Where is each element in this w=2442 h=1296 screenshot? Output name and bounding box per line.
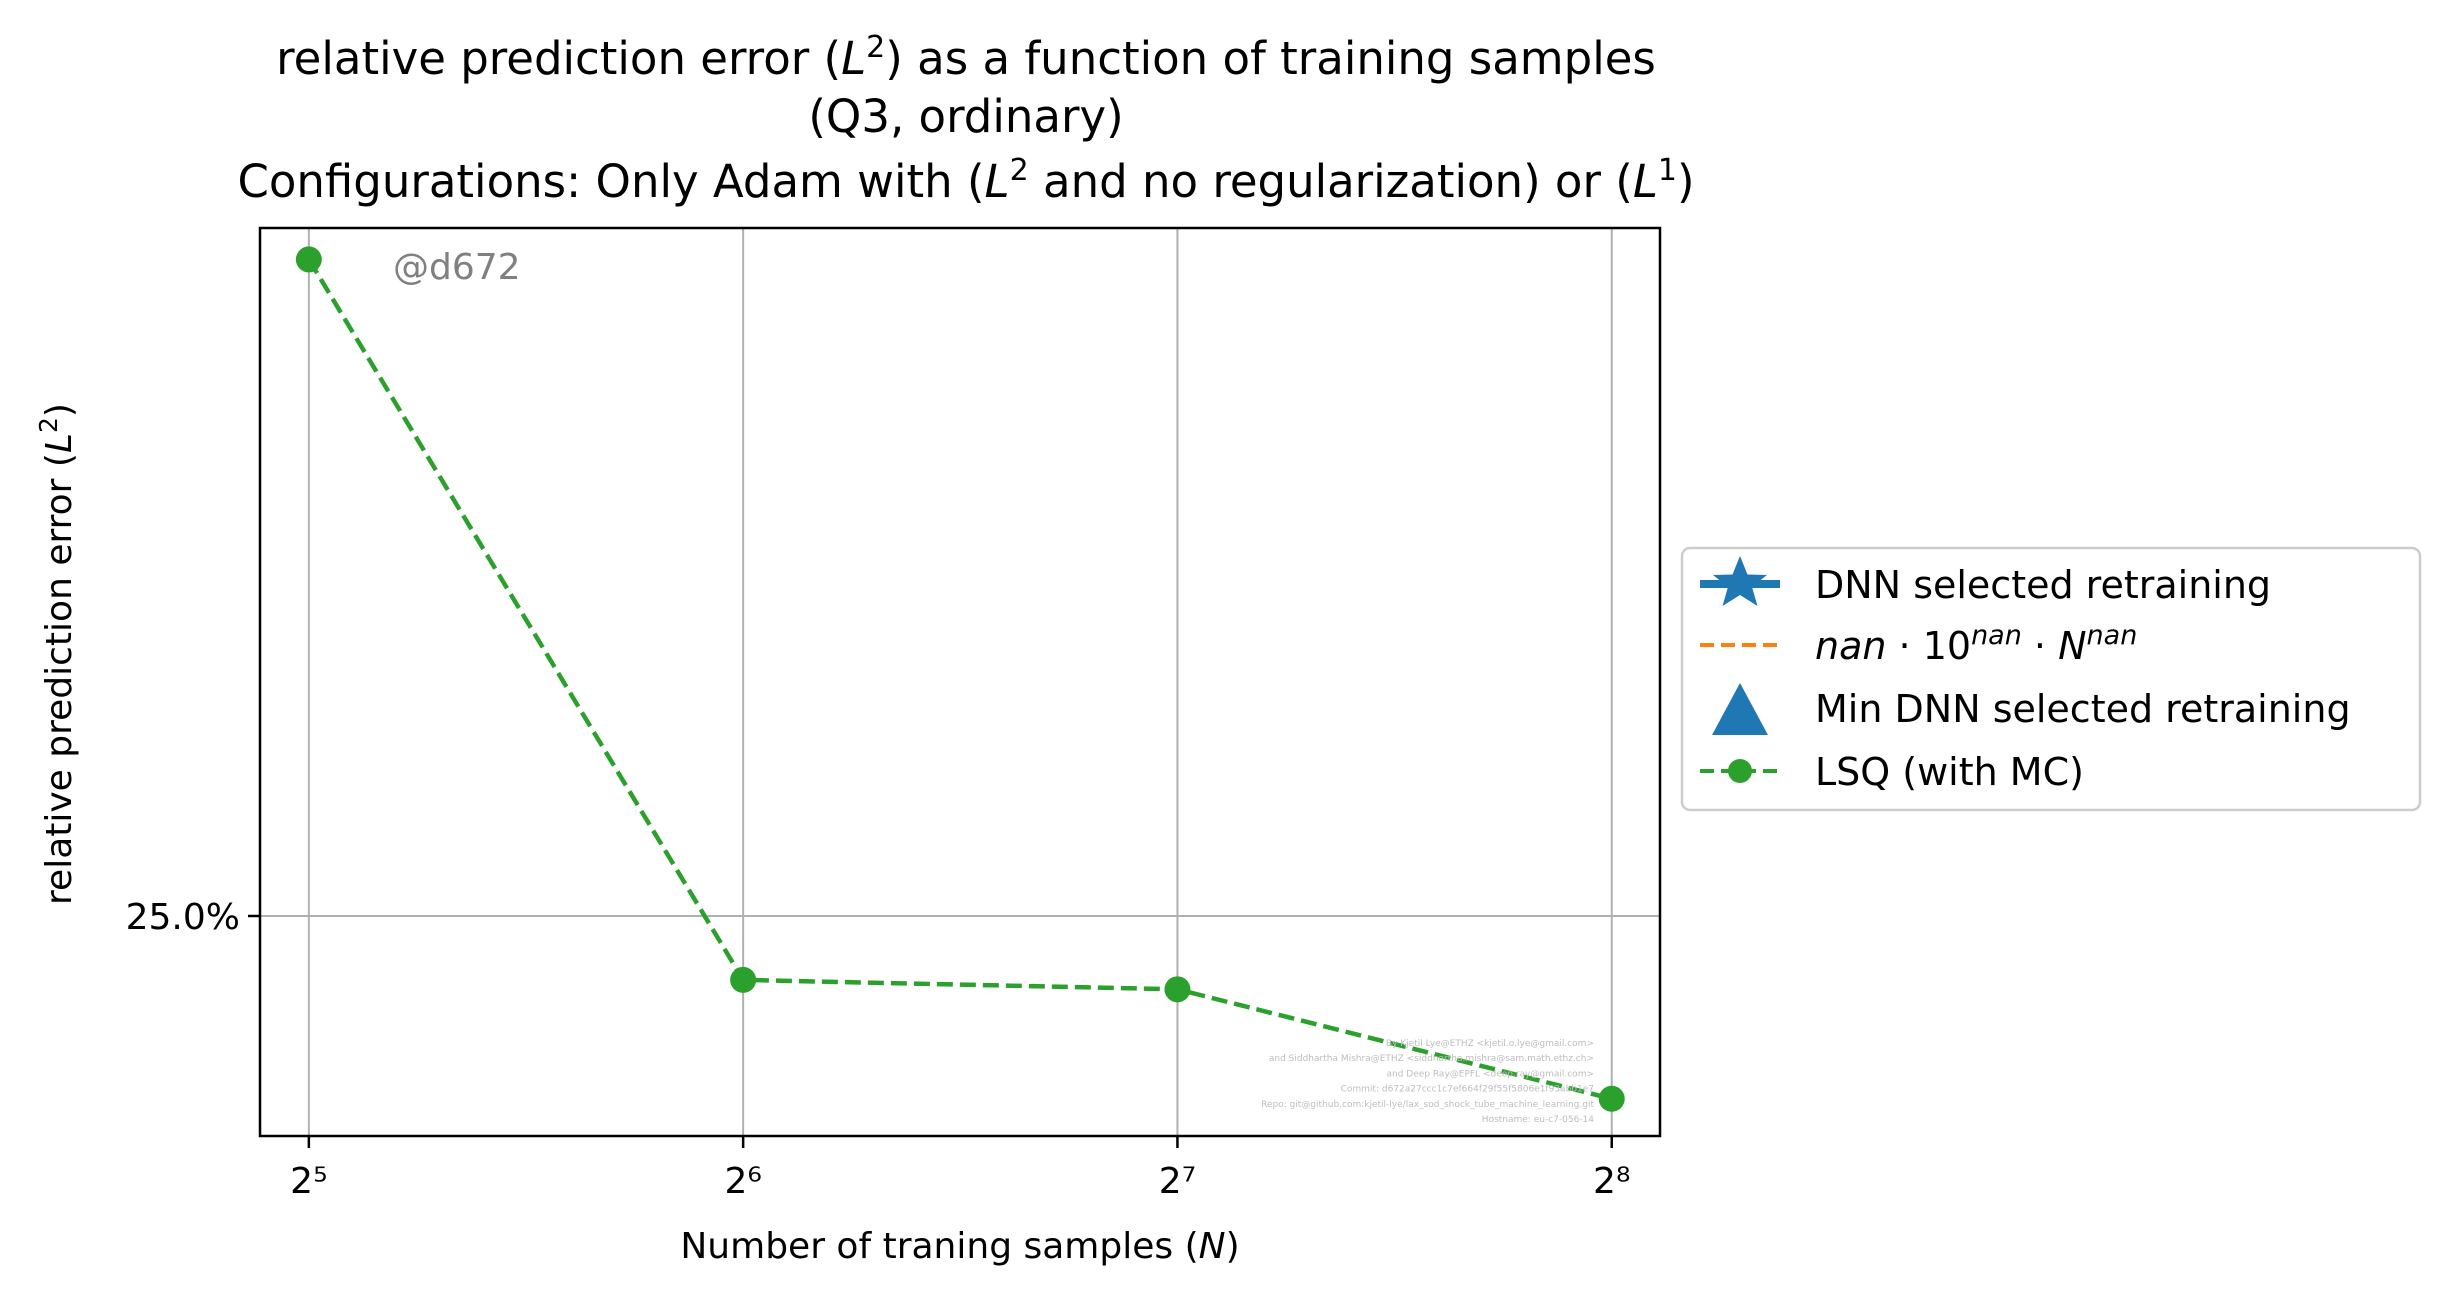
- title-line-2: (Q3, ordinary): [808, 90, 1123, 143]
- legend-item-lsq: LSQ (with MC): [1700, 750, 2084, 794]
- x-tick-label: 2⁶: [724, 1161, 761, 1202]
- star-line-icon: [1700, 556, 1780, 606]
- credit-line: Hostname: eu-c7-056-14: [1482, 1115, 1594, 1125]
- plot-frame: [258, 226, 1662, 1138]
- credit-line: By Kjetil Lye@ETHZ <kjetil.o.lye@gmail.c…: [1386, 1039, 1594, 1049]
- data-point-lsq: [1598, 1085, 1625, 1112]
- watermark-label: @d672: [393, 247, 521, 288]
- legend-box: [1680, 546, 2422, 812]
- data-point-lsq: [730, 966, 757, 993]
- legend-item-fit: nan · 10nan · Nnan: [1700, 620, 2137, 669]
- legend-label-min-dnn: Min DNN selected retraining: [1815, 687, 2351, 731]
- chart-title: relative prediction error (L2) as a func…: [237, 30, 1694, 209]
- data-point-lsq: [1164, 976, 1191, 1003]
- triangle-icon: [1712, 683, 1768, 735]
- grid-lines: [260, 228, 1660, 1136]
- y-axis-label: relative prediction error (L2): [34, 403, 81, 905]
- series-line-lsq: [306, 258, 1613, 1101]
- legend-item-dnn-selected: DNN selected retraining: [1700, 556, 2271, 607]
- credit-line: and Siddhartha Mishra@ETHZ <siddhartha.m…: [1269, 1054, 1594, 1064]
- credits-block: By Kjetil Lye@ETHZ <kjetil.o.lye@gmail.c…: [1261, 1039, 1594, 1125]
- x-axis-label: Number of traning samples (N): [680, 1226, 1239, 1267]
- legend: DNN selected retraining nan · 10nan · Nn…: [1680, 546, 2422, 812]
- credit-line: Repo: git@github.com:kjetil-lye/lax_sod_…: [1261, 1100, 1594, 1110]
- data-point-lsq: [295, 246, 322, 273]
- legend-item-min-dnn: Min DNN selected retraining: [1712, 683, 2351, 735]
- y-axis-ticks: 25.0%: [126, 897, 260, 938]
- credit-line: and Deep Ray@EPFL <deep.ray@gmail.com>: [1387, 1069, 1595, 1079]
- legend-label-lsq: LSQ (with MC): [1815, 750, 2084, 794]
- credit-line: Commit: d672a27ccc1c7ef664f29f55f5806e1f…: [1341, 1085, 1594, 1095]
- x-axis-ticks: 2⁵ 2⁶ 2⁷ 2⁸: [290, 1136, 1630, 1202]
- legend-label-dnn-selected: DNN selected retraining: [1815, 563, 2271, 607]
- legend-label-fit: nan · 10nan · Nnan: [1815, 620, 2137, 669]
- x-tick-label: 2⁸: [1593, 1161, 1630, 1202]
- title-line-3: Configurations: Only Adam with (L2 and n…: [237, 153, 1694, 209]
- y-tick-label: 25.0%: [126, 897, 240, 938]
- title-line-1: relative prediction error (L2) as a func…: [276, 30, 1656, 86]
- x-tick-label: 2⁵: [290, 1161, 327, 1202]
- x-tick-label: 2⁷: [1159, 1161, 1196, 1202]
- green-dashed-circle-icon: [1700, 759, 1780, 783]
- series-layer: [295, 246, 1625, 1112]
